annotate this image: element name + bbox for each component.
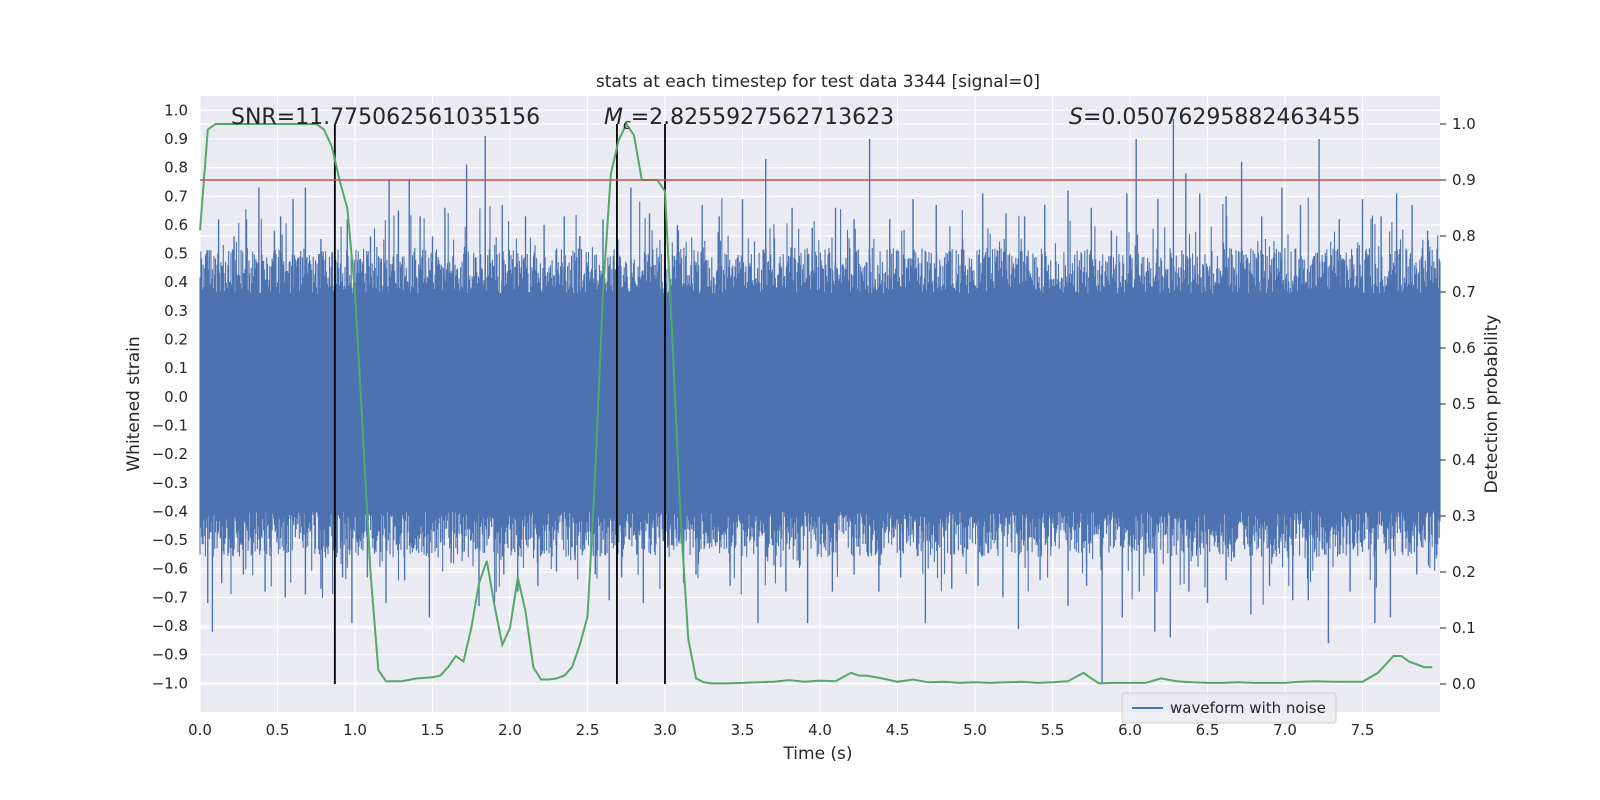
y-right-tick-label: 0.9 bbox=[1452, 171, 1476, 189]
s-symbol: S bbox=[1069, 105, 1083, 130]
y-left-tick-label: 0.3 bbox=[164, 302, 188, 320]
s-value: =0.05076295882463455 bbox=[1083, 105, 1360, 130]
waveform-noise bbox=[199, 197, 1441, 605]
y-left-tick-label: −0.2 bbox=[152, 445, 188, 463]
y-left-tick-label: −0.4 bbox=[152, 502, 188, 520]
y-left-tick-label: −0.5 bbox=[152, 531, 188, 549]
y-left-axis-label: Whitened strain bbox=[124, 336, 144, 471]
x-tick-label: 0.0 bbox=[188, 721, 212, 739]
y-right-tick-label: 0.8 bbox=[1452, 227, 1476, 245]
y-right-tick-labels: 1.0 0.9 0.8 0.7 0.6 0.5 0.4 0.3 0.2 0.1 0.0 bbox=[1440, 115, 1476, 693]
y-right-tick-label: 0.7 bbox=[1452, 283, 1476, 301]
y-left-tick-label: 0.2 bbox=[164, 331, 188, 349]
y-left-tick-label: −0.8 bbox=[152, 617, 188, 635]
y-left-tick-label: 0.1 bbox=[164, 359, 188, 377]
y-left-tick-label: 0.6 bbox=[164, 216, 188, 234]
waveform-series bbox=[199, 118, 1441, 684]
y-right-tick-label: 0.6 bbox=[1452, 339, 1476, 357]
y-right-tick-label: 0.4 bbox=[1452, 451, 1476, 469]
y-left-tick-label: −0.7 bbox=[152, 588, 188, 606]
x-tick-label: 7.5 bbox=[1351, 721, 1375, 739]
y-left-tick-label: −0.9 bbox=[152, 646, 188, 664]
x-tick-label: 1.0 bbox=[343, 721, 367, 739]
x-tick-label: 5.0 bbox=[963, 721, 987, 739]
y-right-axis-label: Detection probability bbox=[1482, 315, 1502, 494]
legend: waveform with noise bbox=[1121, 692, 1337, 724]
y-left-tick-label: −1.0 bbox=[152, 674, 188, 692]
chirp-mass-value: =2.8255927562713623 bbox=[631, 105, 894, 130]
y-right-tick-label: 0.0 bbox=[1452, 675, 1476, 693]
vertical-markers bbox=[333, 124, 666, 684]
x-tick-label: 2.0 bbox=[498, 721, 522, 739]
y-right-tick-label: 0.5 bbox=[1452, 395, 1476, 413]
y-left-tick-label: 0.8 bbox=[164, 159, 188, 177]
s-annotation: S=0.05076295882463455 bbox=[1069, 105, 1360, 130]
chirp-mass-symbol: M bbox=[604, 105, 623, 130]
x-tick-label: 3.0 bbox=[653, 721, 677, 739]
probability-line bbox=[199, 121, 1433, 685]
x-tick-label: 1.5 bbox=[421, 721, 445, 739]
y-left-tick-label: −0.6 bbox=[152, 560, 188, 578]
y-left-tick-label: −0.1 bbox=[152, 416, 188, 434]
y-left-tick-label: 0.5 bbox=[164, 245, 188, 263]
x-tick-label: 7.0 bbox=[1273, 721, 1297, 739]
legend-box bbox=[1121, 692, 1337, 724]
x-tick-label: 6.5 bbox=[1196, 721, 1220, 739]
y-right-tick-label: 0.2 bbox=[1452, 563, 1476, 581]
chart-title: stats at each timestep for test data 334… bbox=[596, 72, 1040, 92]
x-tick-label: 5.5 bbox=[1041, 721, 1065, 739]
x-tick-label: 4.5 bbox=[886, 721, 910, 739]
y-left-tick-label: 0.9 bbox=[164, 130, 188, 148]
y-right-tick-label: 0.1 bbox=[1452, 619, 1476, 637]
y-right-tick-label: 1.0 bbox=[1452, 115, 1476, 133]
y-left-tick-label: −0.3 bbox=[152, 474, 188, 492]
x-tick-label: 3.5 bbox=[731, 721, 755, 739]
legend-label: waveform with noise bbox=[1170, 699, 1326, 717]
y-left-tick-label: 0.0 bbox=[164, 388, 188, 406]
y-right-tick-label: 0.3 bbox=[1452, 507, 1476, 525]
x-axis-label: Time (s) bbox=[782, 744, 852, 764]
chirp-mass-annotation: Mc=2.8255927562713623 bbox=[604, 105, 894, 133]
y-left-tick-label: 0.7 bbox=[164, 187, 188, 205]
y-left-tick-label: 1.0 bbox=[164, 101, 188, 119]
x-tick-label: 6.0 bbox=[1118, 721, 1142, 739]
x-tick-label: 0.5 bbox=[266, 721, 290, 739]
probability-series bbox=[199, 121, 1433, 685]
x-tick-labels: 0.0 0.5 1.0 1.5 2.0 2.5 3.0 3.5 4.0 4.5 5.0 5.5 6.0 6… bbox=[188, 721, 1374, 739]
y-left-tick-label: 0.4 bbox=[164, 273, 188, 291]
snr-annotation: SNR=11.775062561035156 bbox=[231, 105, 540, 130]
x-tick-label: 4.0 bbox=[808, 721, 832, 739]
y-left-tick-labels: 1.0 0.9 0.8 0.7 0.6 0.5 0.4 0.3 0.2 0.1 0.0 −0.1 −0.… bbox=[152, 101, 188, 692]
chirp-mass-subscript: c bbox=[623, 117, 631, 133]
x-tick-label: 2.5 bbox=[576, 721, 600, 739]
